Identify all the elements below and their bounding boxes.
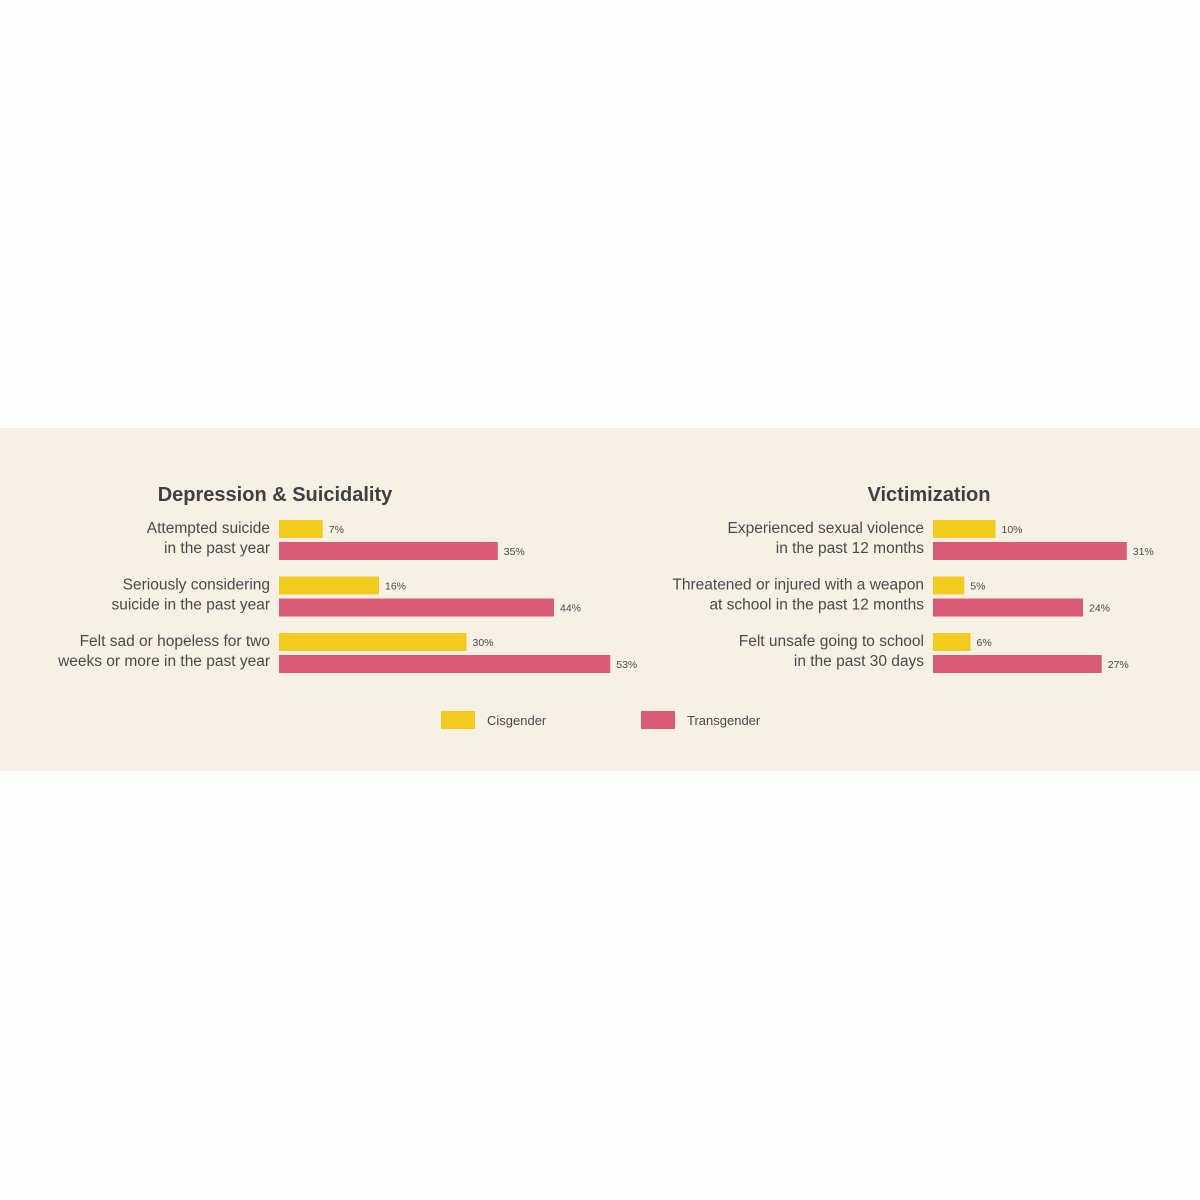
- category-label: suicide in the past year: [111, 597, 270, 614]
- category-label: Seriously considering: [123, 577, 270, 594]
- legend-swatch-cisgender: [441, 711, 475, 729]
- bar-cisgender: [279, 520, 323, 538]
- bar-cisgender: [933, 576, 965, 595]
- category-label: in the past 12 months: [776, 540, 924, 557]
- legend-label-cisgender: Cisgender: [487, 713, 547, 728]
- category-label: Threatened or injured with a weapon: [672, 577, 924, 594]
- category-label: in the past year: [164, 540, 270, 557]
- chart-svg: Depression & Suicidality Attempted suicid…: [57, 484, 1154, 729]
- category-label: Attempted suicide: [147, 520, 270, 537]
- bar-cisgender: [279, 633, 467, 651]
- bar-transgender: [933, 598, 1083, 617]
- legend-swatch-transgender: [641, 711, 675, 729]
- bar-transgender: [279, 598, 554, 617]
- category-label: Felt sad or hopeless for two: [80, 633, 270, 650]
- data-label: 44%: [560, 603, 581, 615]
- data-label: 31%: [1133, 546, 1154, 558]
- category-label: at school in the past 12 months: [709, 597, 924, 614]
- bar-cisgender: [933, 633, 971, 651]
- bar-cisgender: [933, 520, 996, 538]
- bar-transgender: [933, 542, 1127, 560]
- data-label: 53%: [616, 659, 637, 671]
- data-label: 6%: [977, 637, 992, 649]
- category-label: in the past 30 days: [794, 653, 924, 670]
- data-label: 5%: [970, 581, 985, 593]
- bar-transgender: [933, 655, 1102, 673]
- bar-cisgender: [279, 576, 379, 595]
- data-label: 24%: [1089, 603, 1110, 615]
- data-label: 27%: [1108, 659, 1129, 671]
- data-label: 35%: [504, 546, 525, 558]
- bar-transgender: [279, 655, 611, 673]
- category-label: Experienced sexual violence: [728, 520, 924, 537]
- legend-label-transgender: Transgender: [687, 713, 761, 728]
- chart-panel: Depression & Suicidality Attempted suicid…: [0, 428, 1200, 771]
- category-label: Felt unsafe going to school: [739, 633, 924, 650]
- data-label: 10%: [1002, 524, 1023, 536]
- data-label: 7%: [329, 524, 344, 536]
- chart-title-victimization: Victimization: [868, 484, 991, 506]
- category-label: weeks or more in the past year: [57, 653, 270, 670]
- data-label: 30%: [473, 637, 494, 649]
- data-label: 16%: [385, 581, 406, 593]
- bar-transgender: [279, 542, 498, 560]
- chart-title-depression: Depression & Suicidality: [158, 484, 393, 506]
